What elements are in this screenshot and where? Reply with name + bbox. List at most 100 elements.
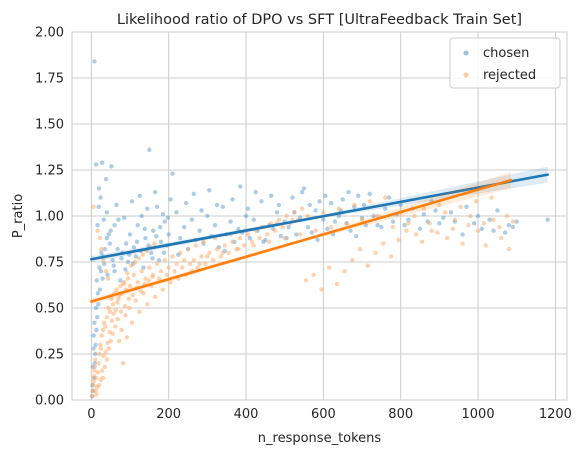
- point-rejected: [152, 241, 157, 246]
- point-rejected: [427, 221, 432, 226]
- x-tick-label: 800: [388, 407, 413, 422]
- point-rejected: [373, 250, 378, 255]
- point-rejected: [429, 228, 434, 233]
- point-rejected: [230, 239, 235, 244]
- point-rejected: [125, 270, 130, 276]
- point-chosen: [108, 228, 113, 233]
- point-chosen: [122, 215, 127, 221]
- point-chosen: [464, 204, 469, 209]
- point-rejected: [170, 254, 175, 259]
- point-chosen: [104, 210, 110, 215]
- point-rejected: [328, 224, 334, 230]
- point-rejected: [102, 364, 108, 370]
- y-tick-label: 0.25: [35, 348, 64, 363]
- point-rejected: [110, 302, 116, 307]
- point-chosen: [371, 213, 376, 219]
- point-rejected: [146, 278, 151, 283]
- point-rejected: [406, 221, 411, 226]
- point-rejected: [106, 346, 111, 351]
- point-rejected: [113, 307, 118, 313]
- point-rejected: [191, 257, 197, 263]
- legend: chosen rejected: [449, 37, 561, 89]
- point-chosen: [104, 235, 110, 241]
- point-chosen: [253, 189, 258, 195]
- point-rejected: [99, 368, 105, 373]
- point-rejected: [166, 265, 171, 270]
- point-rejected: [180, 265, 185, 270]
- point-chosen: [93, 305, 99, 311]
- point-rejected: [452, 217, 458, 222]
- point-chosen: [197, 228, 202, 233]
- point-chosen: [94, 327, 99, 333]
- point-rejected: [381, 241, 386, 246]
- point-chosen: [94, 315, 100, 320]
- point-rejected: [91, 204, 96, 209]
- point-rejected: [336, 206, 342, 211]
- point-chosen: [154, 234, 159, 239]
- point-rejected: [280, 224, 285, 230]
- point-chosen: [156, 257, 162, 263]
- point-chosen: [506, 223, 512, 228]
- point-rejected: [107, 329, 112, 335]
- point-rejected: [95, 228, 100, 233]
- point-rejected: [207, 250, 212, 255]
- point-rejected: [90, 394, 95, 399]
- point-chosen: [386, 195, 392, 200]
- point-rejected: [450, 226, 456, 232]
- point-chosen: [230, 197, 235, 202]
- point-chosen: [448, 210, 454, 215]
- point-rejected: [97, 235, 103, 241]
- point-rejected: [101, 353, 106, 359]
- point-rejected: [139, 269, 144, 274]
- point-rejected: [116, 338, 122, 344]
- point-rejected: [122, 303, 128, 309]
- point-rejected: [388, 254, 394, 259]
- y-tick-label: 1.75: [35, 72, 64, 87]
- y-tick-labels: 0.00 0.25 0.50 0.75 1.00 1.25 1.50 1.75 2.00: [35, 26, 64, 409]
- point-chosen: [238, 184, 243, 189]
- x-tick-label: 200: [156, 407, 181, 422]
- point-chosen: [375, 223, 380, 228]
- point-rejected: [93, 375, 99, 381]
- point-rejected: [458, 204, 463, 209]
- point-chosen: [123, 241, 129, 246]
- point-chosen: [491, 228, 496, 233]
- point-rejected: [101, 320, 107, 325]
- point-rejected: [506, 246, 512, 252]
- point-chosen: [131, 245, 137, 250]
- point-rejected: [98, 346, 104, 351]
- point-rejected: [412, 213, 417, 219]
- point-chosen: [315, 237, 320, 243]
- point-chosen: [139, 213, 144, 219]
- point-chosen: [214, 202, 220, 208]
- point-rejected: [131, 272, 137, 278]
- regression-line-chosen: [90, 173, 549, 261]
- point-rejected: [115, 300, 120, 305]
- point-rejected: [303, 278, 309, 283]
- point-rejected: [103, 269, 109, 274]
- point-chosen: [152, 189, 158, 195]
- point-chosen: [114, 202, 119, 208]
- point-rejected: [367, 199, 372, 204]
- point-rejected: [499, 235, 504, 241]
- point-chosen: [348, 228, 353, 233]
- point-rejected: [245, 232, 251, 237]
- point-chosen: [183, 200, 189, 206]
- y-tick-label: 0.00: [35, 394, 64, 409]
- point-rejected: [103, 349, 108, 355]
- point-rejected: [109, 296, 114, 301]
- point-rejected: [475, 228, 481, 233]
- x-tick-label: 600: [311, 407, 336, 422]
- scatter-points: [89, 59, 550, 399]
- point-rejected: [96, 383, 102, 388]
- point-chosen: [165, 215, 171, 221]
- point-rejected: [437, 202, 442, 208]
- point-rejected: [276, 217, 282, 222]
- x-tick-label: 400: [234, 407, 259, 422]
- point-rejected: [97, 351, 102, 357]
- point-rejected: [135, 280, 140, 285]
- point-chosen: [274, 210, 280, 215]
- regression-line-rejected: [90, 178, 513, 303]
- point-rejected: [497, 224, 502, 230]
- point-rejected: [98, 342, 103, 347]
